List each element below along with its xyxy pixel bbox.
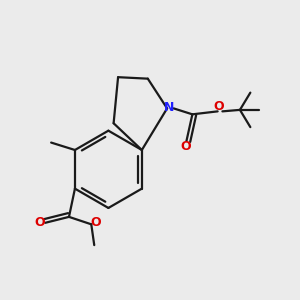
Text: N: N (164, 101, 175, 114)
Text: O: O (181, 140, 191, 153)
Text: O: O (90, 216, 101, 229)
Text: O: O (213, 100, 224, 113)
Text: O: O (34, 216, 45, 229)
